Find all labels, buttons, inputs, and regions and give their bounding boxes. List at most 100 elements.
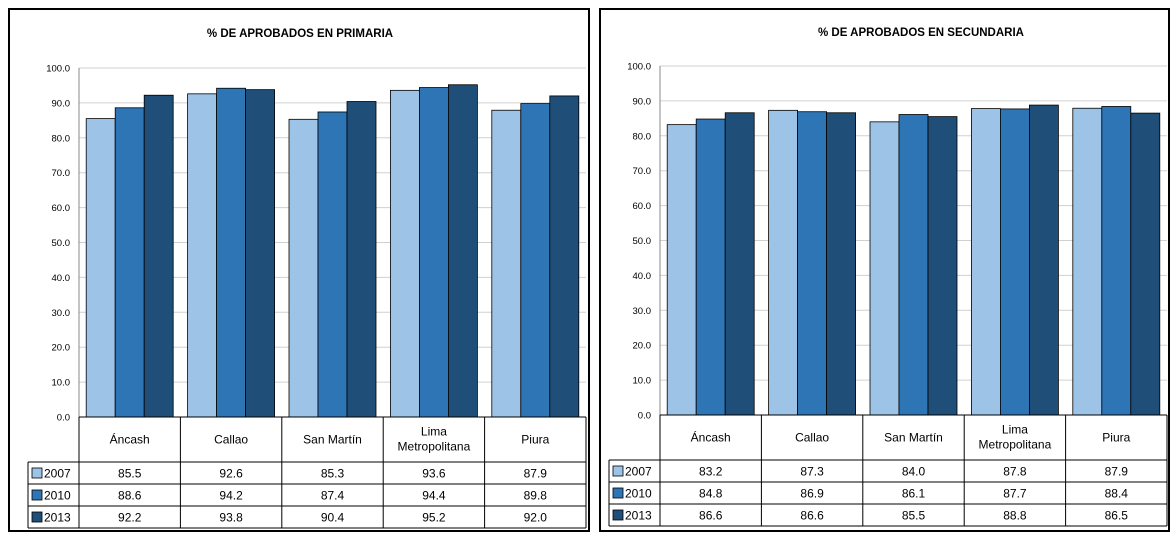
bar-2013	[346, 101, 377, 418]
bar-2010	[317, 111, 348, 418]
bar-2010	[695, 118, 726, 416]
y-tick-label: 80.0	[52, 133, 71, 144]
data-table-value: 87.4	[321, 489, 345, 503]
data-table-value: 90.4	[321, 511, 345, 525]
data-table-value: 84.0	[902, 465, 926, 479]
bar-2007	[288, 118, 319, 418]
data-table-value: 87.9	[524, 467, 548, 481]
bar-2007	[768, 109, 799, 416]
data-table-value: 85.3	[321, 467, 345, 481]
y-tick-label: 0.0	[57, 413, 70, 424]
bar-2013	[1130, 112, 1161, 416]
bar-2007	[389, 89, 420, 418]
data-table-value: 92.0	[524, 511, 548, 525]
data-table-value: 86.6	[800, 509, 824, 523]
bar-2010	[999, 108, 1030, 416]
legend-label: 2010	[625, 487, 652, 501]
y-tick-label: 60.0	[633, 201, 652, 212]
data-table-value: 89.8	[524, 489, 548, 503]
y-tick-label: 100.0	[46, 64, 70, 75]
bar-2013	[724, 112, 755, 416]
data-table-value: 88.4	[1105, 487, 1129, 501]
data-table-value: 88.8	[1003, 509, 1027, 523]
data-table-value: 85.5	[902, 509, 926, 523]
category-label: Callao	[795, 431, 829, 445]
bar-2007	[491, 109, 522, 418]
y-tick-label: 90.0	[52, 98, 71, 109]
bar-2010	[797, 111, 828, 416]
data-table-value: 86.9	[800, 487, 824, 501]
bar-2010	[520, 103, 551, 418]
primaria-chart-panel: % DE APROBADOS EN PRIMARIA 0.0 10.0 20.0 30.…	[8, 8, 590, 532]
category-label: San Martín	[303, 433, 362, 447]
bar-2013	[549, 95, 580, 418]
secundaria-chart: % DE APROBADOS EN SECUNDARIA 0.0 10.0 20.0 3…	[608, 27, 1168, 527]
data-table-value: 87.3	[800, 465, 824, 479]
chart-title: % DE APROBADOS EN PRIMARIA	[207, 28, 393, 40]
bar-2013	[927, 116, 958, 416]
secundaria-chart-panel: % DE APROBADOS EN SECUNDARIA 0.0 10.0 20.0 3…	[599, 8, 1170, 532]
data-table-value: 87.9	[1105, 465, 1129, 479]
bar-2007	[666, 124, 697, 416]
bar-2013	[826, 112, 857, 416]
category-label: Metropolitana	[979, 438, 1052, 452]
data-table-value: 87.7	[1003, 487, 1027, 501]
bar-2010	[898, 114, 929, 416]
data-table-value: 87.8	[1003, 465, 1027, 479]
y-tick-label: 80.0	[633, 131, 652, 142]
y-tick-label: 20.0	[633, 341, 652, 352]
legend-key-2013	[31, 511, 43, 523]
data-table-value: 88.6	[118, 489, 142, 503]
y-tick-label: 30.0	[633, 306, 652, 317]
category-label: Piura	[1102, 431, 1130, 445]
y-tick-label: 10.0	[52, 378, 71, 389]
data-table-value: 94.2	[219, 489, 243, 503]
bar-2013	[245, 89, 276, 418]
data-table-value: 84.8	[699, 487, 723, 501]
category-label: Lima	[421, 425, 447, 439]
category-label: Callao	[214, 433, 248, 447]
category-label: Áncash	[110, 432, 150, 447]
category-label: Piura	[521, 433, 549, 447]
bar-2010	[418, 87, 449, 418]
legend-label: 2007	[625, 465, 652, 479]
legend-key-2013	[612, 509, 624, 521]
data-table-value: 93.8	[219, 511, 243, 525]
y-tick-label: 70.0	[52, 168, 71, 179]
chart-title: % DE APROBADOS EN SECUNDARIA	[818, 27, 1024, 39]
legend-label: 2013	[625, 509, 652, 523]
bar-2013	[143, 94, 174, 418]
bar-2013	[447, 84, 478, 418]
y-tick-label: 40.0	[633, 271, 652, 282]
legend-key-2007	[31, 467, 43, 479]
y-tick-label: 0.0	[638, 411, 651, 422]
category-label: Áncash	[691, 430, 731, 445]
y-tick-label: 60.0	[52, 203, 71, 214]
bar-2007	[970, 108, 1001, 416]
bar-2007	[869, 121, 900, 416]
y-tick-label: 50.0	[633, 236, 652, 247]
category-label: Lima	[1002, 423, 1028, 437]
bar-2010	[114, 107, 145, 418]
data-table-value: 94.4	[422, 489, 446, 503]
y-tick-label: 100.0	[627, 62, 651, 73]
legend-label: 2010	[44, 489, 71, 503]
y-tick-label: 90.0	[633, 96, 652, 107]
bar-2010	[216, 87, 247, 418]
y-tick-label: 30.0	[52, 308, 71, 319]
y-tick-label: 10.0	[633, 376, 652, 387]
legend-key-2007	[612, 465, 624, 477]
bar-2007	[1072, 107, 1103, 416]
data-table-value: 93.6	[422, 467, 446, 481]
y-tick-label: 70.0	[633, 166, 652, 177]
bar-2007	[187, 93, 218, 418]
primaria-chart: % DE APROBADOS EN PRIMARIA 0.0 10.0 20.0 30.…	[27, 28, 587, 529]
legend-label: 2007	[44, 467, 71, 481]
bar-2013	[1028, 104, 1059, 416]
legend-label: 2013	[44, 511, 71, 525]
data-table-value: 86.6	[699, 509, 723, 523]
data-table-value: 95.2	[422, 511, 446, 525]
data-table-value: 86.5	[1105, 509, 1129, 523]
y-tick-label: 20.0	[52, 343, 71, 354]
bar-2007	[85, 118, 116, 418]
